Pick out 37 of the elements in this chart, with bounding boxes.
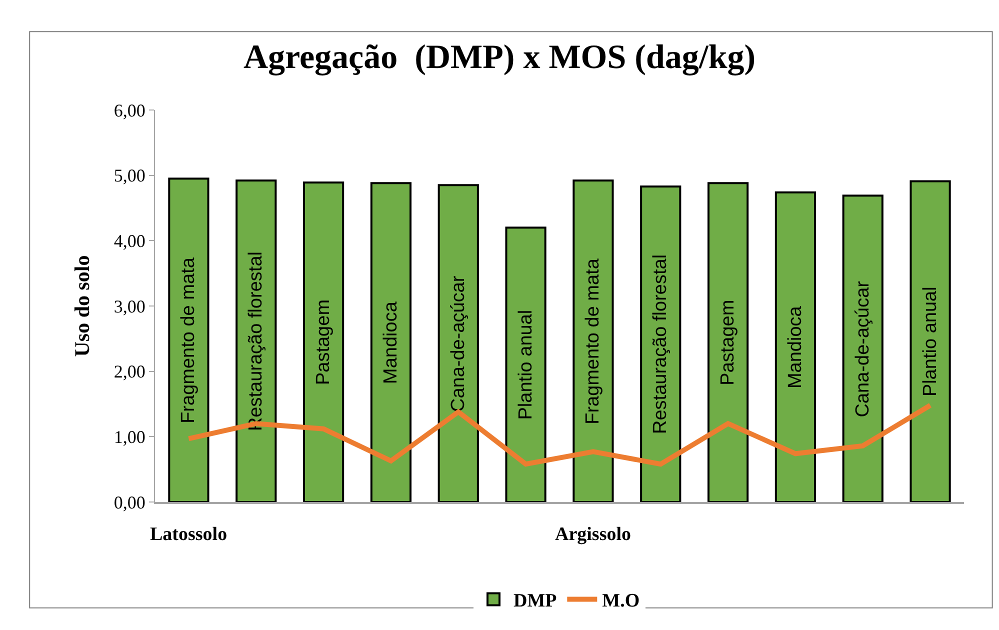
y-tick-label: 0,00: [114, 492, 146, 512]
bar: [572, 180, 614, 502]
text: Latossolo: [150, 524, 228, 545]
y-tick-label: 6,00: [114, 100, 146, 120]
bar: [910, 180, 951, 502]
text: Argissolo: [555, 524, 631, 545]
x-tick-label: Mandioca: [784, 306, 806, 389]
x-tick-label: Mandioca: [380, 301, 402, 384]
y-tick-label: 3,00: [114, 296, 146, 316]
bar: [774, 191, 816, 502]
y-tick-label: 1,00: [114, 426, 146, 447]
x-tick-label: Fragmento de mata: [178, 257, 200, 424]
bar: [370, 182, 412, 502]
bar: [168, 178, 210, 502]
bar: [640, 185, 682, 502]
chart-title: Agregação (DMP) x MOS (dag/kg): [243, 38, 756, 76]
x-tick-label: Restauração florestal: [246, 252, 267, 432]
bar: [438, 184, 479, 502]
x-tick-label: Fragmento de mata: [582, 258, 604, 424]
bar: [505, 226, 546, 502]
bar: [236, 180, 277, 502]
x-tick-label: Pastagem: [313, 299, 334, 386]
x-tick-label: Cana-de-açúcar: [448, 275, 469, 412]
y-tick-label: 2,00: [114, 362, 146, 382]
bar: [707, 182, 749, 502]
legend-label: DMP: [514, 590, 558, 612]
bar: [842, 194, 884, 502]
x-tick-label: Pastagem: [718, 300, 739, 386]
y-tick-label: 4,00: [114, 230, 146, 251]
x-tick-label: Plantio anual: [515, 310, 536, 420]
legend-label: M.O: [602, 590, 640, 612]
x-tick-label: Cana-de-açúcar: [852, 280, 874, 418]
x-tick-label: Plantio anual: [920, 286, 941, 397]
bar: [302, 182, 344, 502]
x-tick-label: Restauração florestal: [650, 254, 672, 434]
y-tick-label: 5,00: [114, 166, 146, 186]
y-axis-title: Uso do solo: [70, 255, 94, 357]
